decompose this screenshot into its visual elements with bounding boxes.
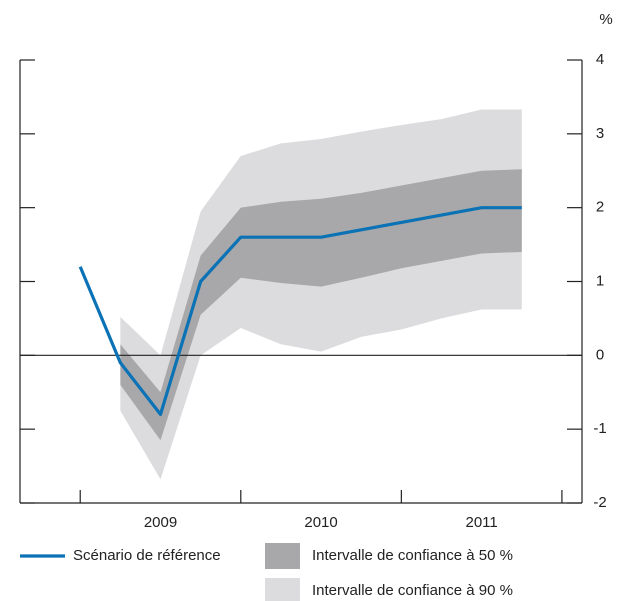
legend-label: Scénario de référence [73,547,221,564]
x-tick-label: 2011 [466,514,498,531]
legend-swatch [265,543,300,569]
x-tick-label: 2010 [304,514,337,531]
y-tick-label: 2 [596,199,604,216]
legend-label: Intervalle de confiance à 50 % [312,547,513,564]
confidence-band [120,169,522,441]
x-tick-label: 2009 [144,514,177,531]
y-tick-label: 3 [596,125,604,142]
y-unit: % [599,11,612,28]
y-tick-label: 1 [596,272,604,289]
confidence-band [120,109,522,480]
y-tick-label: 0 [596,346,604,363]
y-tick-label: -2 [593,494,606,511]
legend-label: Intervalle de confiance à 90 % [312,582,513,599]
y-tick-label: 4 [596,51,604,68]
line-series [78,206,522,416]
y-tick-label: -1 [593,420,606,437]
legend-swatch [265,578,300,601]
